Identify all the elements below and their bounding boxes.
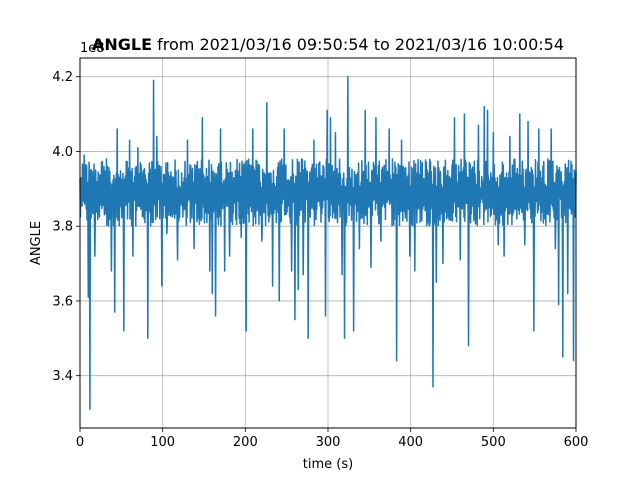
chart-title-rest: from 2021/03/16 09:50:54 to 2021/03/16 1… — [152, 35, 564, 54]
chart-title: ANGLE from 2021/03/16 09:50:54 to 2021/0… — [92, 35, 564, 54]
y-tick-label: 4.0 — [52, 145, 73, 160]
y-tick-label: 4.2 — [52, 70, 73, 85]
y-tick-label: 3.4 — [52, 369, 73, 384]
x-axis-label: time (s) — [303, 457, 353, 472]
x-tick-label: 200 — [233, 435, 258, 450]
y-axis-label: ANGLE — [29, 221, 44, 265]
y-axis-ticks: 3.4 3.6 3.8 4.0 4.2 — [52, 70, 80, 384]
chart-title-bold: ANGLE — [92, 35, 152, 54]
x-tick-label: 400 — [398, 435, 423, 450]
series-angle — [79, 75, 577, 411]
y-axis-offset-text: 1e8 — [80, 41, 105, 56]
y-tick-label: 3.6 — [52, 294, 73, 309]
x-tick-label: 100 — [150, 435, 175, 450]
x-tick-label: 0 — [76, 435, 84, 450]
x-tick-label: 600 — [564, 435, 589, 450]
y-tick-label: 3.8 — [52, 220, 73, 235]
x-tick-label: 500 — [481, 435, 506, 450]
angle-series-line — [79, 75, 577, 411]
x-axis-ticks: 0 100 200 300 400 500 600 — [76, 428, 589, 450]
x-tick-label: 300 — [316, 435, 341, 450]
